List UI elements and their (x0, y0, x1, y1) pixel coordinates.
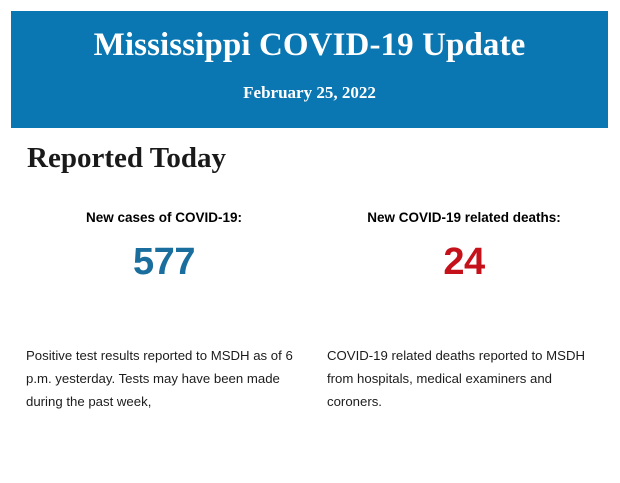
section-heading-reported-today: Reported Today (27, 142, 227, 174)
stat-label-new-cases: New cases of COVID-19: (85, 210, 243, 225)
stat-block-new-deaths: New COVID-19 related deaths: 24 (314, 210, 614, 281)
stat-value-new-deaths: 24 (443, 241, 485, 284)
header-banner: Mississippi COVID-19 Update February 25,… (11, 11, 608, 128)
stat-description-new-cases: Positive test results reported to MSDH a… (26, 348, 293, 409)
stat-description-new-deaths: COVID-19 related deaths reported to MSDH… (327, 348, 586, 409)
stat-block-new-cases: New cases of COVID-19: 577 (14, 210, 314, 281)
report-date: February 25, 2022 (243, 83, 376, 102)
stat-value-new-cases: 577 (133, 241, 195, 284)
page-title: Mississippi COVID-19 Update (93, 27, 526, 63)
stat-label-new-deaths: New COVID-19 related deaths: (367, 210, 561, 225)
stats-row: New cases of COVID-19: 577 New COVID-19 … (0, 210, 620, 300)
